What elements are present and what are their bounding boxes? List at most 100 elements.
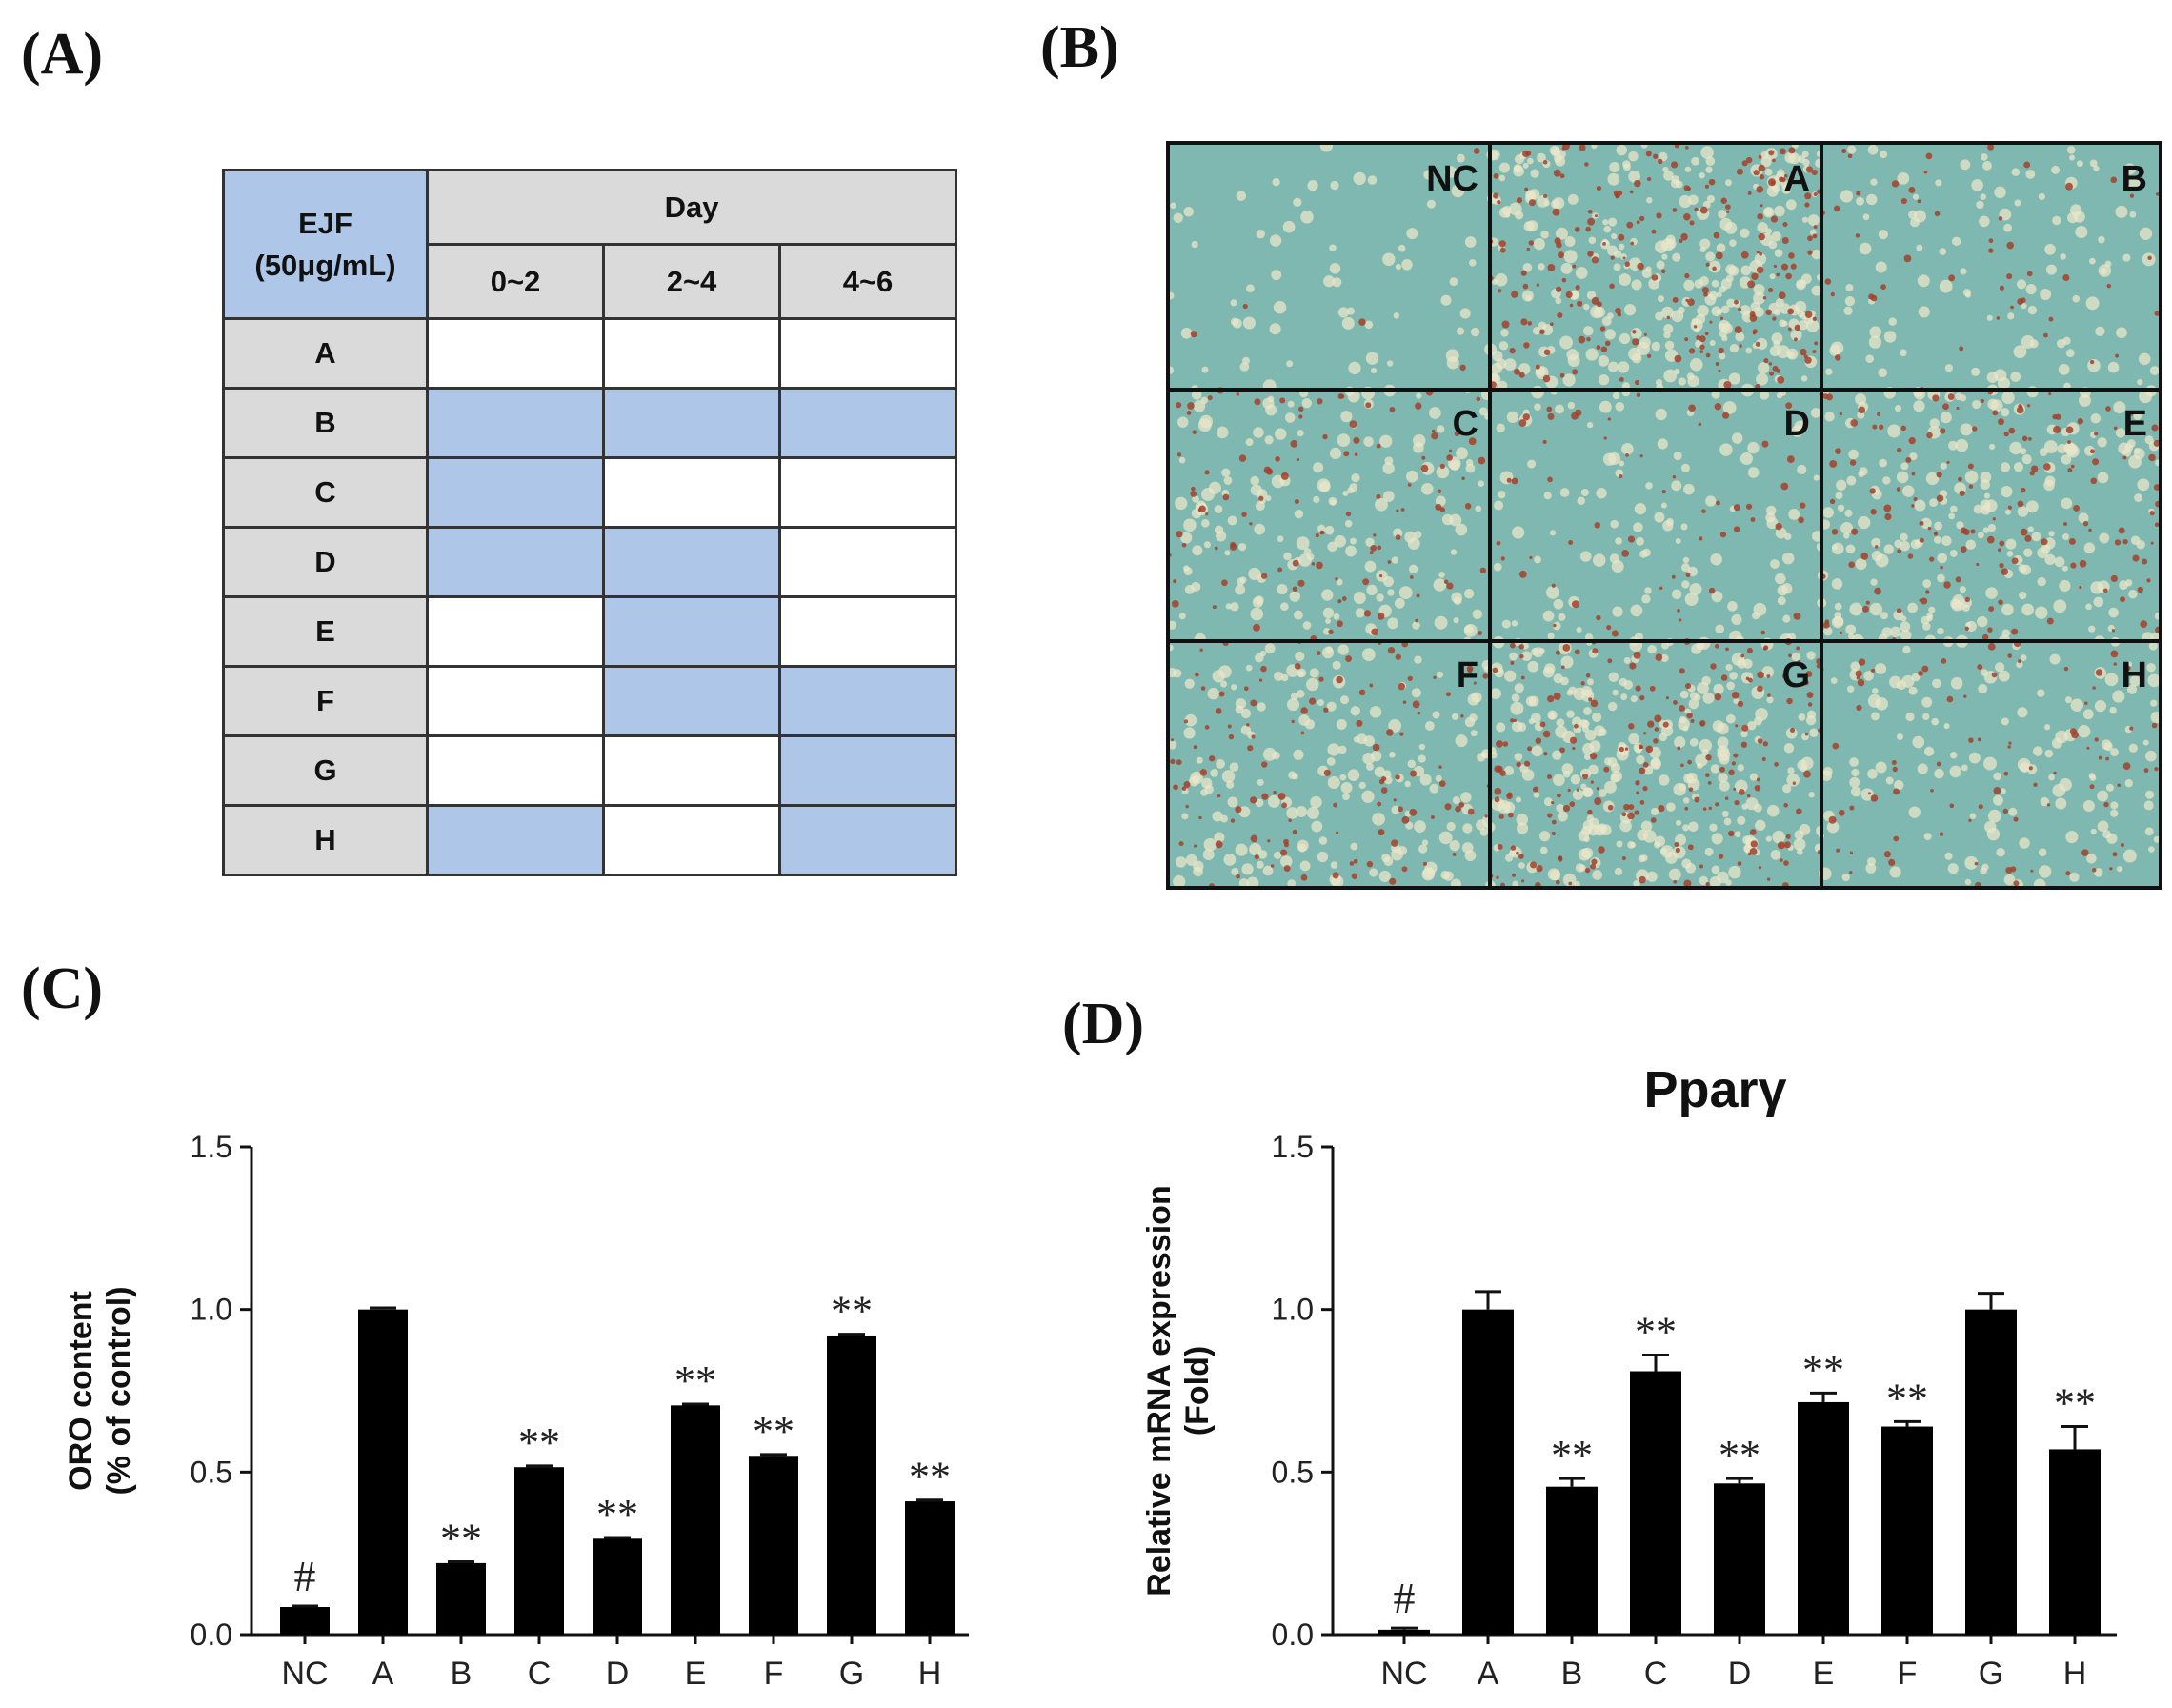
lipid-droplet: [1207, 395, 1213, 401]
lipid-droplet: [1683, 879, 1692, 886]
lipid-droplet: [1903, 254, 1912, 263]
cell-blob: [1598, 355, 1610, 367]
cell-blob: [2021, 454, 2032, 465]
cell-blob: [1878, 368, 1888, 378]
cell-blob: [1184, 713, 1197, 727]
cell-blob: [1900, 349, 1907, 357]
lipid-droplet: [1841, 148, 1847, 153]
lipid-droplet: [1535, 881, 1541, 886]
cell-blob: [1800, 756, 1814, 770]
cell-blob: [1566, 710, 1575, 718]
lipid-droplet: [1996, 316, 2001, 320]
lipid-droplet: [1228, 733, 1235, 740]
lipid-droplet: [2092, 686, 2096, 690]
lipid-droplet: [2153, 439, 2159, 447]
lipid-droplet: [1718, 369, 1721, 373]
cell-blob: [2032, 746, 2043, 756]
lipid-droplet: [1814, 341, 1819, 346]
lipid-droplet: [1316, 561, 1323, 570]
cell-blob: [1745, 347, 1753, 354]
lipid-droplet: [1684, 806, 1689, 811]
cell-blob: [1809, 728, 1819, 737]
lipid-droplet: [1923, 171, 1928, 174]
treatment-cell: [602, 387, 781, 459]
cell-blob: [1293, 197, 1302, 207]
cell-blob: [1504, 670, 1517, 682]
lipid-droplet: [1968, 737, 1974, 743]
lipid-droplet: [1516, 761, 1521, 768]
cell-blob: [1660, 502, 1667, 509]
cell-blob: [1663, 369, 1678, 383]
lipid-droplet: [1740, 251, 1749, 259]
cell-blob: [1517, 722, 1527, 732]
cell-blob: [1571, 716, 1582, 728]
cell-blob: [1401, 259, 1413, 271]
lipid-droplet: [1199, 648, 1203, 652]
cell-blob: [2001, 603, 2014, 616]
lipid-droplet: [1500, 882, 1505, 886]
cell-blob: [1257, 778, 1264, 786]
bar: [1630, 1371, 1681, 1635]
cell-blob: [1681, 580, 1690, 589]
lipid-droplet: [1600, 346, 1608, 352]
cell-blob: [1710, 764, 1720, 774]
lipid-droplet: [1437, 489, 1442, 493]
lipid-droplet: [1829, 498, 1836, 505]
lipid-droplet: [1805, 166, 1813, 173]
cell-blob: [2138, 352, 2151, 366]
lipid-droplet: [1988, 606, 1995, 613]
lipid-droplet: [1458, 802, 1465, 808]
cell-blob: [1900, 621, 1911, 633]
cell-blob: [1699, 238, 1711, 250]
lipid-droplet: [1335, 831, 1339, 835]
lipid-droplet: [1720, 316, 1724, 320]
cell-blob: [1835, 492, 1843, 500]
lipid-droplet: [1698, 422, 1702, 427]
cell-blob: [2066, 146, 2076, 154]
lipid-droplet: [1288, 818, 1292, 822]
cell-blob: [1582, 326, 1594, 336]
lipid-droplet: [1283, 838, 1289, 845]
lipid-droplet: [1705, 352, 1711, 358]
lipid-droplet: [2018, 404, 2022, 409]
cell-blob: [1679, 715, 1687, 724]
lipid-droplet: [2154, 311, 2159, 316]
lipid-droplet: [1280, 472, 1289, 480]
lipid-droplet: [1647, 176, 1652, 182]
chart-title: Pparγ: [1643, 1061, 1786, 1118]
lipid-droplet: [1353, 436, 1360, 444]
cell-blob: [1895, 405, 1902, 412]
lipid-droplet: [1781, 237, 1789, 244]
lipid-droplet: [1377, 545, 1382, 551]
cell-blob: [2124, 579, 2133, 587]
lipid-droplet: [1992, 410, 1999, 416]
lipid-droplet: [1596, 614, 1601, 621]
lipid-droplet: [1639, 695, 1645, 701]
cell-blob: [1340, 411, 1353, 423]
lipid-droplet: [1529, 555, 1533, 560]
lipid-droplet: [1948, 274, 1956, 282]
lipid-droplet: [1558, 251, 1564, 259]
cell-blob: [1616, 145, 1628, 156]
lipid-droplet: [1720, 674, 1728, 681]
lipid-droplet: [1812, 350, 1817, 354]
cell-blob: [1761, 666, 1775, 678]
lipid-droplet: [1688, 404, 1696, 412]
cell-blob: [2019, 837, 2030, 849]
micrograph-label: NC: [1426, 159, 1478, 199]
lipid-droplet: [2122, 762, 2131, 771]
cell-blob: [1642, 548, 1651, 557]
lipid-droplet: [1738, 308, 1742, 312]
lipid-droplet: [1756, 250, 1760, 254]
treatment-cell: [426, 387, 605, 459]
cell-blob: [1766, 516, 1779, 530]
lipid-droplet: [2006, 273, 2013, 280]
table-header-row: EJF (50μg/mL) Day: [222, 169, 957, 320]
lipid-droplet: [1603, 436, 1607, 440]
lipid-droplet: [1236, 392, 1240, 396]
cell-blob: [1511, 693, 1520, 702]
cell-blob: [1663, 323, 1674, 334]
treatment-cell: [602, 526, 781, 598]
lipid-droplet: [1527, 746, 1533, 752]
lipid-droplet: [1328, 629, 1334, 635]
